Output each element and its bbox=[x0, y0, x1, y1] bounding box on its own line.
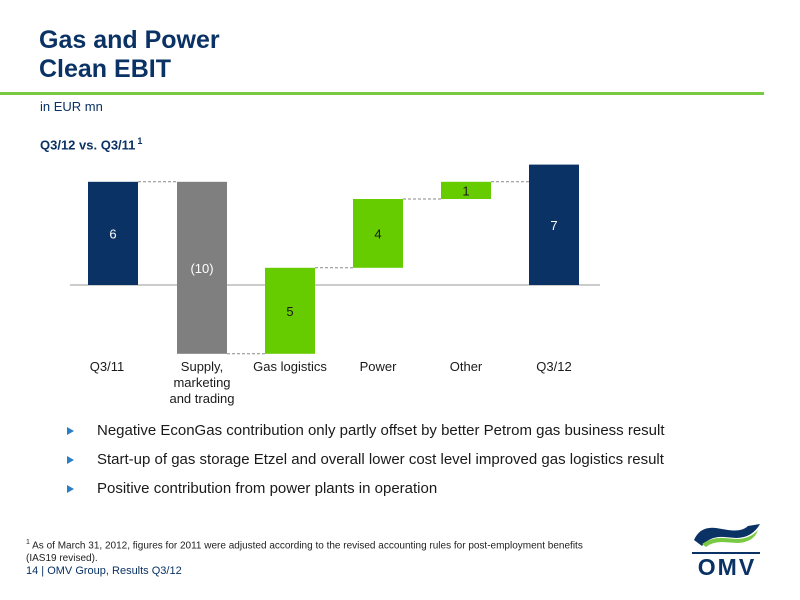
footnote: 1 As of March 31, 2012, figures for 2011… bbox=[26, 536, 616, 565]
bullet-item: Positive contribution from power plants … bbox=[64, 479, 665, 499]
logo-divider bbox=[692, 552, 760, 554]
bar-data-label: 7 bbox=[550, 218, 557, 233]
bar-data-label: 4 bbox=[374, 226, 381, 241]
category-label: Gas logistics bbox=[253, 359, 327, 374]
omv-logo: OMV bbox=[692, 522, 762, 580]
waterfall-chart: 6 (10) 5 4 1 7 Q3/11 Supply, marketing and tradin… bbox=[70, 164, 600, 406]
bullet-text: Start-up of gas storage Etzel and overal… bbox=[97, 451, 664, 468]
page-footer: 14 | OMV Group, Results Q3/12 bbox=[26, 565, 182, 577]
triangle-arrow-icon bbox=[67, 485, 74, 493]
triangle-arrow-icon bbox=[67, 456, 74, 464]
category-label: Other bbox=[450, 359, 483, 374]
waterfall-bar bbox=[265, 267, 315, 354]
waterfall-bar bbox=[441, 181, 491, 199]
bullet-text: Negative EconGas contribution only partl… bbox=[97, 422, 665, 439]
logo-wordmark: OMV bbox=[697, 554, 757, 580]
bar-data-label: 1 bbox=[462, 183, 469, 198]
bar-data-label: 6 bbox=[109, 226, 116, 241]
unit-label: in EUR mn bbox=[40, 99, 103, 114]
bullet-item: Start-up of gas storage Etzel and overal… bbox=[64, 450, 665, 470]
title-line-1: Gas and Power bbox=[39, 26, 220, 54]
bullet-item: Negative EconGas contribution only partl… bbox=[64, 421, 665, 441]
category-label: Power bbox=[360, 359, 398, 374]
footnote-text: As of March 31, 2012, figures for 2011 w… bbox=[26, 540, 583, 565]
omv-logo-mark-icon bbox=[694, 524, 760, 547]
category-label: Q3/12 bbox=[536, 359, 571, 374]
waterfall-bar bbox=[529, 164, 579, 285]
waterfall-bar bbox=[88, 181, 138, 285]
bar-data-label: (10) bbox=[190, 261, 213, 276]
subtitle-text: Q3/12 vs. Q3/11 bbox=[40, 137, 136, 153]
title-divider bbox=[0, 92, 764, 95]
triangle-arrow-icon bbox=[67, 427, 74, 435]
bullet-list: Negative EconGas contribution only partl… bbox=[64, 421, 665, 508]
chart-subtitle: Q3/12 vs. Q3/11 1 bbox=[40, 136, 142, 152]
category-label: Supply, marketing and trading bbox=[169, 359, 234, 406]
page-title: Gas and Power Clean EBIT bbox=[39, 26, 220, 84]
bullet-text: Positive contribution from power plants … bbox=[97, 480, 438, 497]
bar-data-label: 5 bbox=[286, 304, 293, 319]
subtitle-footnote-marker: 1 bbox=[137, 136, 143, 146]
category-label: Q3/11 bbox=[90, 359, 124, 374]
footnote-marker: 1 bbox=[26, 539, 30, 546]
waterfall-bar bbox=[353, 199, 403, 268]
title-line-2: Clean EBIT bbox=[39, 55, 171, 83]
waterfall-bar bbox=[177, 181, 227, 354]
